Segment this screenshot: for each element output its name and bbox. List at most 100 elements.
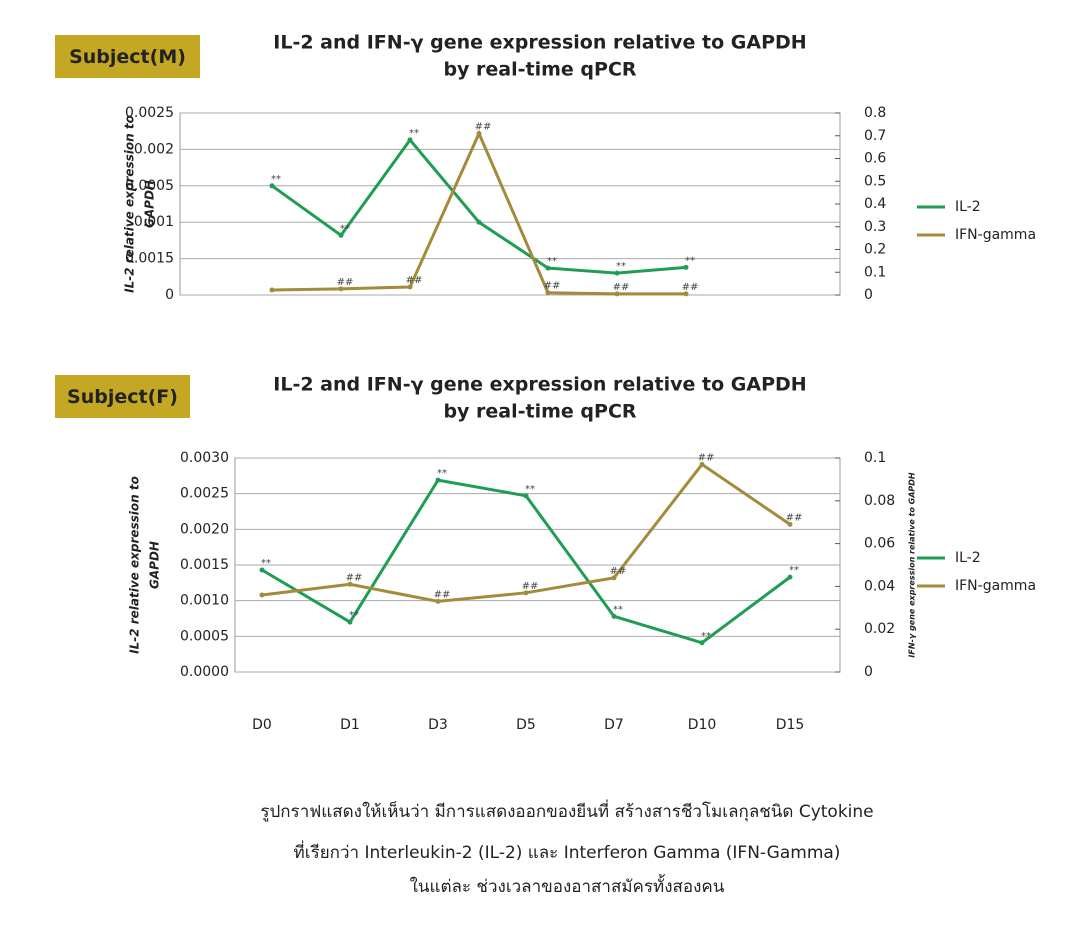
point (699, 640, 705, 646)
point (523, 493, 529, 499)
significance-label: ## (682, 282, 699, 293)
y2-tick-label: 0.02 (864, 621, 895, 637)
y2-tick-label: 0.1 (864, 450, 886, 466)
y2-tick-label: 0 (864, 664, 873, 680)
chart-title: IL-2 and IFN-γ gene expression relative … (273, 32, 806, 54)
caption: ที่เรียกว่า Interleukin-2 (IL-2) และ Int… (294, 840, 841, 863)
significance-label: ## (786, 512, 803, 523)
significance-label: ** (271, 174, 281, 185)
point (787, 574, 793, 580)
y2-tick-label: 0.2 (864, 242, 886, 258)
y2-tick-label: 0.3 (864, 219, 886, 235)
y-tick-label: 0.001 (134, 214, 174, 230)
x-tick-label: D1 (340, 717, 360, 733)
chart-title: by real-time qPCR (443, 401, 636, 423)
y2-tick-label: 0.1 (864, 264, 886, 280)
y2-tick-label: 0.4 (864, 196, 886, 212)
legend-label: IL-2 (955, 550, 981, 566)
point (545, 290, 551, 296)
point (407, 284, 413, 290)
point (347, 581, 353, 587)
significance-label: ** (525, 484, 535, 495)
y2-tick-label: 0.6 (864, 151, 886, 167)
legend-label: IL-2 (955, 199, 981, 215)
y-tick-label: 0.0030 (180, 450, 229, 466)
y-tick-label: 0.0015 (180, 557, 229, 573)
subject-box (55, 375, 190, 418)
significance-label: ** (261, 558, 271, 569)
point (614, 291, 620, 297)
significance-label: ## (434, 589, 451, 600)
point (269, 287, 275, 293)
y-tick-label: 0.0015 (125, 251, 174, 267)
chart-title: by real-time qPCR (443, 59, 636, 81)
significance-label: ## (613, 282, 630, 293)
significance-label: ** (701, 631, 711, 642)
significance-label: ## (698, 452, 715, 463)
y-tick-label: 0 (165, 287, 174, 303)
significance-label: ** (613, 604, 623, 615)
series-line (261, 478, 791, 645)
y2-tick-label: 0.8 (864, 105, 886, 121)
x-tick-label: D5 (516, 717, 536, 733)
point (269, 183, 275, 189)
point (407, 137, 413, 143)
significance-label: ** (789, 565, 799, 576)
significance-label: ## (337, 277, 354, 288)
x-tick-label: D10 (688, 717, 717, 733)
point (435, 598, 441, 604)
point (347, 619, 353, 625)
y2-tick-label: 0.5 (864, 173, 886, 189)
significance-label: ** (547, 256, 557, 267)
point (683, 291, 689, 297)
point (259, 567, 265, 573)
subject-label: Subject(M) (69, 46, 186, 68)
y-tick-label: 0.0025 (180, 486, 229, 502)
y-axis-label: GAPDH (143, 180, 157, 228)
significance-label: ## (346, 572, 363, 583)
significance-label: ** (685, 255, 695, 266)
y-tick-label: 0.0025 (125, 105, 174, 121)
point (435, 477, 441, 483)
caption: ในแต่ละ ช่วงเวลาของอาสาสมัครทั้งสองคน (410, 874, 725, 897)
chart-title: IL-2 and IFN-γ gene expression relative … (273, 374, 806, 396)
subject-label: Subject(F) (67, 386, 178, 408)
series-line (271, 137, 687, 275)
y-tick-label: 0.0005 (180, 628, 229, 644)
significance-label: ** (616, 261, 626, 272)
y2-tick-label: 0.06 (864, 536, 895, 552)
y-tick-label: 0.0000 (180, 664, 229, 680)
x-tick-label: D15 (776, 717, 805, 733)
y-tick-label: 0.0010 (180, 593, 229, 609)
significance-label: ## (522, 581, 539, 592)
y2-tick-label: 0 (864, 287, 873, 303)
caption: รูปกราฟแสดงให้เห็นว่า มีการแสดงออกของยีน… (260, 799, 873, 822)
significance-label: ** (437, 468, 447, 479)
significance-label: ** (349, 610, 359, 621)
point (787, 521, 793, 527)
y2-tick-label: 0.08 (864, 493, 895, 509)
point (683, 264, 689, 270)
legend-label: IFN-gamma (955, 578, 1036, 594)
y-axis-label: IL-2 relative expression to (128, 476, 142, 654)
y2-axis-label: IFN-γ gene expression relative to GAPDH (908, 472, 917, 658)
significance-label: ## (544, 281, 561, 292)
y-axis-label: IL-2 relative expression to (123, 115, 137, 293)
significance-label: ## (610, 566, 627, 577)
point (611, 575, 617, 581)
y-tick-label: 0.0005 (125, 178, 174, 194)
point (476, 130, 482, 136)
y-axis-label: GAPDH (148, 541, 162, 589)
y-tick-label: 0.0020 (180, 521, 229, 537)
point (699, 461, 705, 467)
significance-label: ** (409, 128, 419, 139)
point (614, 270, 620, 276)
x-tick-label: D7 (604, 717, 624, 733)
significance-label: ** (340, 223, 350, 234)
point (259, 592, 265, 598)
point (338, 286, 344, 292)
x-tick-label: D3 (428, 717, 448, 733)
point (611, 613, 617, 619)
point (545, 265, 551, 271)
